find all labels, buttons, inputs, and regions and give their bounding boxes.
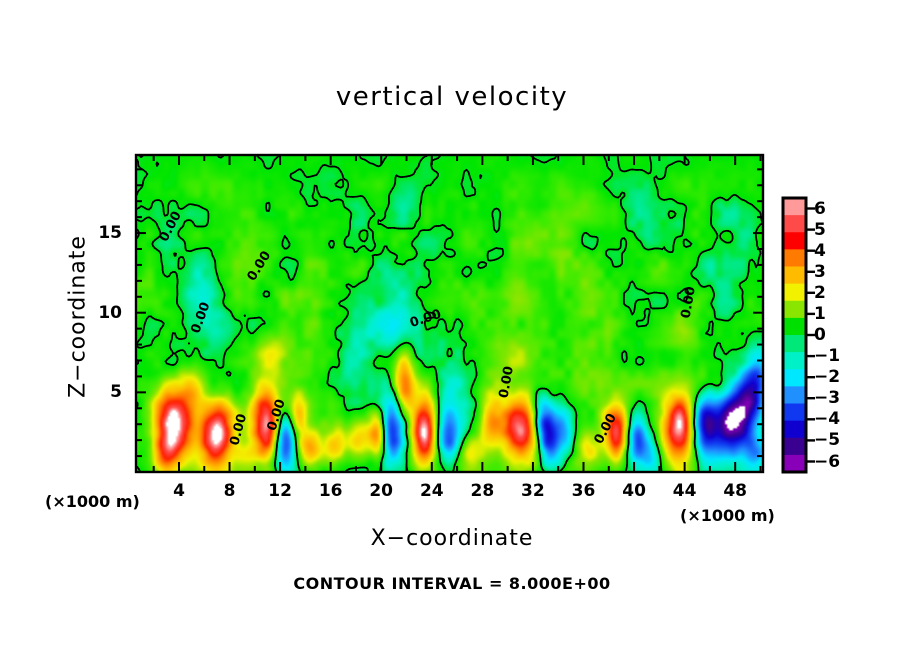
x-tick-label: 8 <box>223 481 236 501</box>
colorbar-tick-label: 4 <box>814 240 826 261</box>
colorbar-tick-label: −2 <box>814 367 841 388</box>
x-axis-units: (×1000 m) <box>680 506 775 525</box>
x-tick-label: 4 <box>173 481 185 501</box>
x-tick-label: 16 <box>318 481 343 501</box>
colorbar-tick-label: 2 <box>814 282 826 303</box>
x-tick-label: 20 <box>369 481 394 501</box>
x-tick-label: 32 <box>521 481 545 501</box>
colorbar-tick-label: −1 <box>814 346 841 367</box>
svg-text:0.00: 0.00 <box>679 285 699 319</box>
x-tick-label: 36 <box>571 481 596 501</box>
chart-title: vertical velocity <box>335 82 569 112</box>
x-tick-label: 12 <box>268 481 292 501</box>
x-axis-title: X−coordinate <box>370 526 534 551</box>
y-tick-label: 10 <box>98 302 122 323</box>
svg-text:0.00: 0.00 <box>497 365 517 399</box>
colorbar <box>781 196 815 474</box>
x-tick-label: 48 <box>723 481 748 501</box>
x-tick-label: 28 <box>470 481 495 501</box>
colorbar-tick-label: 5 <box>814 219 826 240</box>
colorbar-tick-label: −6 <box>814 451 841 472</box>
y-tick-label: 15 <box>98 223 122 244</box>
colorbar-tick-label: −5 <box>814 430 841 451</box>
plot-frame <box>134 153 765 474</box>
colorbar-tick-label: −4 <box>814 409 841 430</box>
x-tick-label: 44 <box>672 481 697 501</box>
y-tick-label: 5 <box>110 382 122 403</box>
colorbar-tick-label: −3 <box>814 388 841 409</box>
colorbar-tick-label: 3 <box>814 261 826 282</box>
zero-contour-lines <box>136 155 763 472</box>
contour-interval-caption: CONTOUR INTERVAL = 8.000E+00 <box>293 574 611 593</box>
x-tick-label: 24 <box>419 481 444 501</box>
colorbar-tick-label: 0 <box>814 325 826 345</box>
colorbar-tick-label: 6 <box>814 198 826 219</box>
x-tick-label: 40 <box>622 481 646 501</box>
y-axis-units: (×1000 m) <box>45 492 140 511</box>
colorbar-tick-label: 1 <box>814 303 826 324</box>
